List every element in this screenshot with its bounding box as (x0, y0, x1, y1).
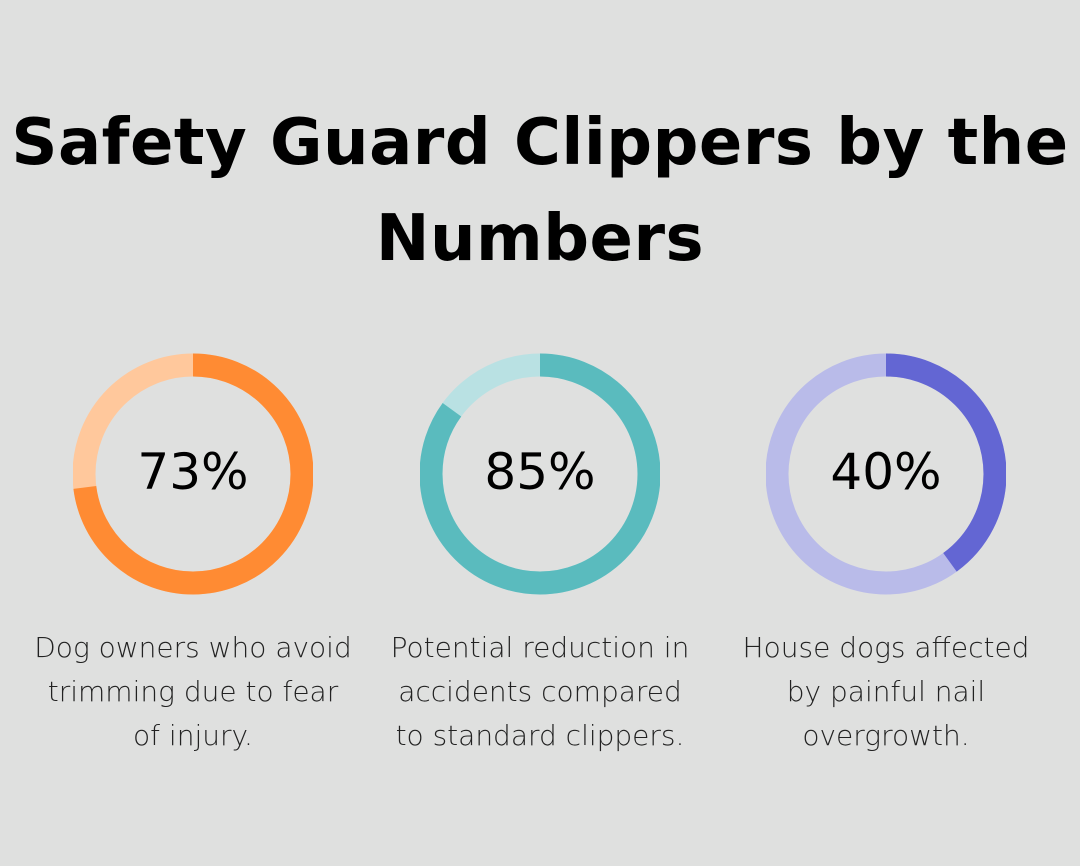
stat-description: Potential reduction in accidents compare… (390, 631, 690, 752)
donut-value-arc (420, 353, 660, 595)
stat-description: House dogs affected by painful nail over… (742, 631, 1030, 752)
page-title: Safety Guard Clippers by the Numbers (11, 106, 1069, 276)
donut-chart (420, 353, 660, 595)
donut-chart (766, 353, 1006, 595)
donut-value-arc (766, 353, 1006, 595)
stat-description: Dog owners who avoid trimming due to fea… (34, 631, 352, 752)
donut-value-label: 85% (484, 443, 596, 501)
donut-chart (73, 353, 313, 595)
donut-value-arc (73, 353, 313, 595)
donut-value-label: 73% (137, 443, 249, 501)
donut-value-label: 40% (830, 443, 942, 501)
